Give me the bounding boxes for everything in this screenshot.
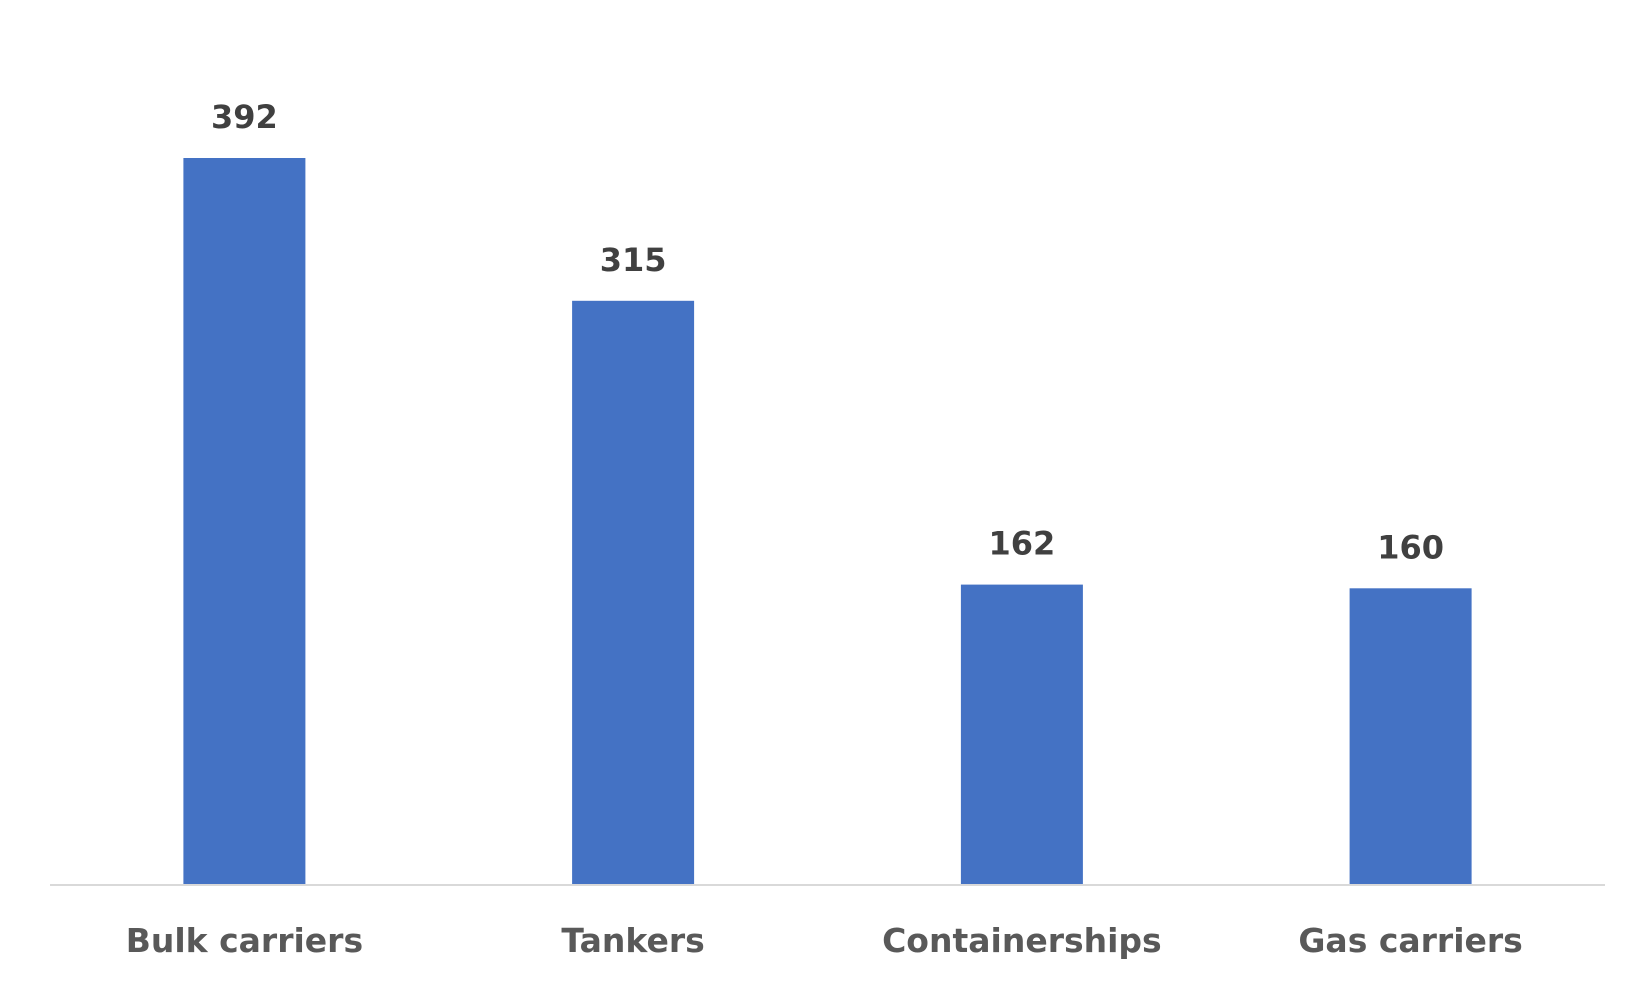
data-label-3: 160 [1377, 528, 1444, 566]
data-label-0: 392 [211, 98, 278, 136]
category-label-1: Tankers [561, 921, 704, 960]
bar-2 [960, 584, 1083, 885]
bar-0 [183, 158, 306, 885]
bars-group [183, 158, 1472, 885]
category-label-0: Bulk carriers [126, 921, 363, 960]
data-label-2: 162 [989, 525, 1056, 563]
category-labels-group: Bulk carriers Tankers Containerships Gas ca… [126, 921, 1523, 960]
data-label-1: 315 [600, 241, 667, 279]
bar-1 [572, 300, 695, 885]
bar-3 [1349, 588, 1472, 885]
data-labels-group: 392 315 162 160 [211, 98, 1444, 566]
category-label-2: Containerships [882, 921, 1162, 960]
category-label-3: Gas carriers [1298, 921, 1522, 960]
